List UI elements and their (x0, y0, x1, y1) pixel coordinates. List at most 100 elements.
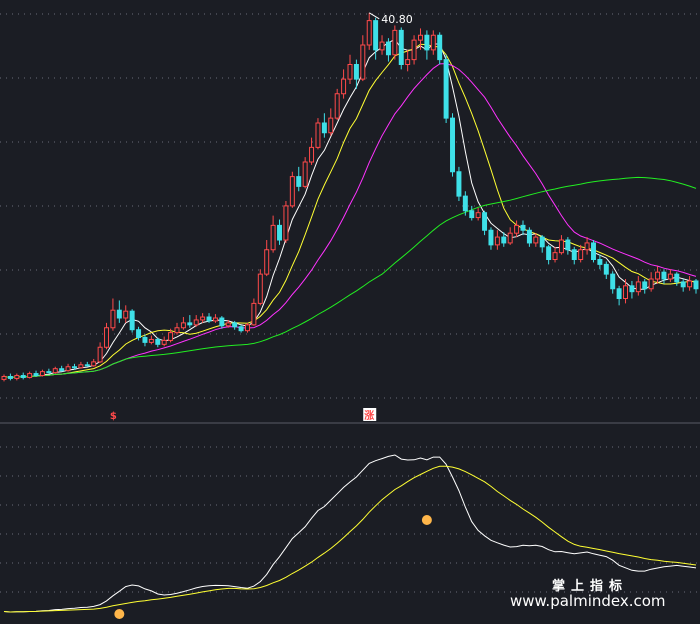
candle (168, 328, 174, 343)
candle (430, 30, 436, 55)
candle (71, 363, 77, 370)
candle (136, 326, 142, 341)
candle (565, 237, 571, 255)
candle (590, 240, 596, 263)
signal-badge-dollar: $ (110, 411, 117, 422)
candle (104, 322, 110, 350)
candle-body (546, 246, 552, 260)
candle (514, 220, 520, 238)
candle-body (590, 242, 596, 261)
candle-body (642, 281, 648, 290)
candle-body (315, 122, 321, 148)
candle-body (437, 34, 443, 61)
candle-body (366, 20, 372, 46)
candle (462, 191, 468, 216)
candle (206, 313, 212, 323)
candle-body (507, 232, 513, 244)
candle (366, 12, 372, 50)
candle (533, 233, 539, 247)
candle (238, 324, 244, 333)
candle-body (1, 376, 7, 380)
candle (180, 317, 186, 330)
candle (648, 272, 654, 292)
candle-body (46, 371, 52, 374)
candle (392, 25, 398, 60)
candle (623, 279, 629, 304)
candle-body (116, 309, 122, 319)
candle-body (328, 117, 334, 134)
candle-body (334, 93, 340, 119)
candle-body (680, 281, 686, 288)
candle (219, 316, 225, 329)
candle (251, 298, 257, 326)
candle (539, 235, 545, 253)
candle-body (379, 41, 385, 51)
candle (52, 366, 58, 374)
candle (33, 370, 39, 377)
candle (603, 261, 609, 279)
candle-body (341, 78, 347, 95)
candle-body (385, 41, 391, 56)
candle (84, 361, 90, 367)
candle-body (648, 278, 654, 290)
candle-body (443, 59, 449, 119)
candle-body (450, 117, 456, 173)
candle-body (469, 210, 475, 219)
candle-body (39, 371, 45, 377)
high-price-label: 40.80 (381, 13, 413, 26)
candle-body (578, 249, 584, 260)
candle-body (200, 316, 206, 321)
candle (353, 59, 359, 89)
candle (597, 254, 603, 270)
candle (14, 373, 20, 381)
candle-body (148, 338, 154, 343)
signal-up-box (363, 408, 377, 421)
candle-body (584, 242, 590, 251)
candle (78, 361, 84, 369)
candle (693, 279, 699, 294)
candle-body (623, 285, 629, 300)
candle (494, 230, 500, 250)
candle-body (610, 273, 616, 290)
candle-body (225, 322, 231, 327)
candle (289, 171, 295, 208)
candle (411, 35, 417, 65)
candle-body (65, 366, 71, 372)
candle-body (353, 64, 359, 80)
candle-body (187, 322, 193, 326)
candle-body (251, 302, 257, 326)
signal-dollar-text: $ (110, 411, 117, 422)
candle (20, 372, 26, 380)
watermark-url: www.palmindex.com (510, 592, 666, 610)
candle (373, 17, 379, 60)
candle (270, 215, 276, 253)
candle-body (539, 236, 545, 248)
candle-body (417, 34, 423, 41)
candle-body (270, 224, 276, 251)
candle (405, 49, 411, 72)
candle (674, 272, 680, 286)
candle (629, 280, 635, 299)
candle-body (424, 34, 430, 51)
candle (642, 279, 648, 294)
candle (187, 315, 193, 328)
candle-body (27, 373, 33, 378)
candle (155, 337, 161, 348)
candle-body (244, 324, 250, 332)
candle (212, 314, 218, 323)
signal-up-text: 涨 (364, 409, 374, 422)
candle-body (514, 224, 520, 234)
candle (488, 227, 494, 250)
oscillator-fast-line (3, 454, 697, 613)
candle-body (302, 161, 308, 187)
candle (257, 269, 263, 306)
oscillator-lines (3, 454, 697, 613)
ma-fast-line (3, 38, 697, 379)
candle-body (661, 271, 667, 280)
candle-body (142, 337, 148, 343)
candle (334, 88, 340, 121)
candle-body (219, 317, 225, 327)
candle (443, 54, 449, 123)
candle (475, 207, 481, 221)
watermark-title: 掌上指标 (552, 578, 628, 594)
